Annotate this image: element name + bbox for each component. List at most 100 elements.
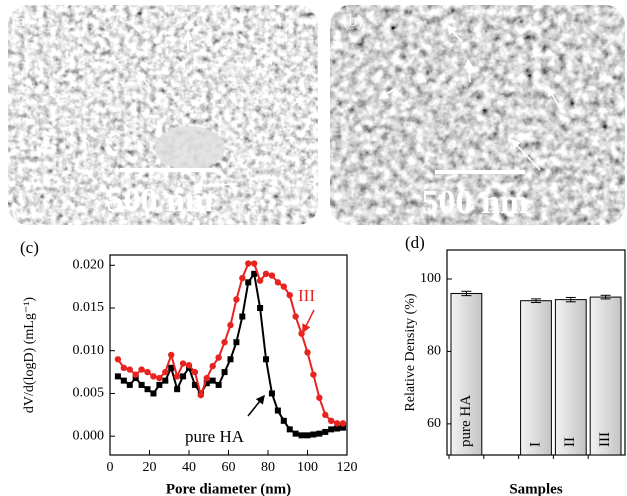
sem-image-a: (a) 500 nm <box>8 5 318 225</box>
x-axis-label: Samples <box>509 481 563 496</box>
marker <box>162 369 168 375</box>
bar-label: II <box>562 437 578 447</box>
x-axis-label: Pore diameter (nm) <box>166 481 291 496</box>
x-tick-label: 60 <box>222 460 236 475</box>
marker <box>334 420 340 426</box>
marker <box>233 339 239 345</box>
bar <box>521 301 552 455</box>
marker <box>275 279 281 285</box>
marker <box>180 360 186 366</box>
marker <box>316 395 322 401</box>
marker <box>174 373 180 379</box>
marker <box>281 418 287 424</box>
marker <box>299 432 305 438</box>
marker <box>239 275 245 281</box>
x-tick-label: 80 <box>261 460 275 475</box>
marker <box>174 386 180 392</box>
bar <box>555 300 586 455</box>
marker <box>192 369 198 375</box>
figure: (a) 500 nm (b) 500 nm 0.0000.0050.0100.0… <box>0 0 627 496</box>
marker <box>245 260 251 266</box>
series-annotation: III <box>298 286 315 305</box>
bar-label: I <box>527 442 543 447</box>
annotation-arrow <box>248 396 264 416</box>
marker <box>322 429 328 435</box>
bar <box>590 297 621 455</box>
marker <box>263 271 269 277</box>
marker <box>287 292 293 298</box>
marker <box>233 296 239 302</box>
marker <box>150 390 156 396</box>
marker <box>328 426 334 432</box>
marker <box>145 386 151 392</box>
y-tick-label: 0.020 <box>73 257 105 272</box>
marker <box>168 352 174 358</box>
panel-label: (d) <box>405 233 425 252</box>
marker <box>340 420 346 426</box>
panel-label: (b) <box>343 11 363 30</box>
marker <box>156 382 162 388</box>
y-tick-label: 0.010 <box>73 343 105 358</box>
marker <box>216 382 222 388</box>
marker <box>263 356 269 362</box>
charts: 0.0000.0050.0100.0150.020(c)Pore diamete… <box>20 233 625 496</box>
annotation-arrow <box>303 310 314 332</box>
marker <box>305 432 311 438</box>
x-tick-label: 40 <box>182 460 196 475</box>
marker <box>204 375 210 381</box>
marker <box>275 408 281 414</box>
marker <box>115 356 121 362</box>
marker <box>281 283 287 289</box>
x-tick-label: 120 <box>337 460 358 475</box>
marker <box>121 365 127 371</box>
marker <box>221 339 227 345</box>
panel-label: (c) <box>20 238 39 257</box>
marker <box>304 349 310 355</box>
marker <box>144 369 150 375</box>
marker <box>138 366 144 372</box>
x-tick-label: 20 <box>143 460 157 475</box>
marker <box>210 378 216 384</box>
marker <box>328 418 334 424</box>
marker <box>322 412 328 418</box>
marker <box>257 305 263 311</box>
marker <box>298 330 304 336</box>
marker <box>227 322 233 328</box>
marker <box>310 371 316 377</box>
scale-bar-label: 500 nm <box>422 184 529 221</box>
marker <box>156 375 162 381</box>
marker <box>287 426 293 432</box>
marker <box>127 366 133 372</box>
marker <box>115 373 121 379</box>
y-axis-label: dV/d(logD) (mLg⁻¹) <box>22 297 37 414</box>
marker <box>227 356 233 362</box>
marker <box>222 369 228 375</box>
marker <box>198 392 204 398</box>
marker <box>121 378 127 384</box>
marker <box>310 431 316 437</box>
y-tick-label: 80 <box>427 344 441 359</box>
sem-image-b: (b) 500 nm <box>330 5 625 225</box>
marker <box>139 382 145 388</box>
marker <box>269 272 275 278</box>
marker <box>269 390 275 396</box>
series-annotation: pure HA <box>185 427 245 446</box>
y-axis-label: Relative Density (%) <box>403 293 418 412</box>
marker <box>186 362 192 368</box>
y-tick-label: 100 <box>420 271 441 286</box>
marker <box>257 277 263 283</box>
marker <box>150 373 156 379</box>
marker <box>215 354 221 360</box>
x-tick-label: 0 <box>107 460 114 475</box>
marker <box>132 371 138 377</box>
marker <box>292 313 298 319</box>
bar-label: pure HA <box>458 395 474 447</box>
marker <box>316 431 322 437</box>
particle <box>155 126 225 170</box>
panel-label: (a) <box>12 11 31 30</box>
marker <box>162 378 168 384</box>
marker <box>180 373 186 379</box>
bar-label: III <box>597 432 613 447</box>
marker <box>251 260 257 266</box>
x-tick-label: 100 <box>297 460 318 475</box>
